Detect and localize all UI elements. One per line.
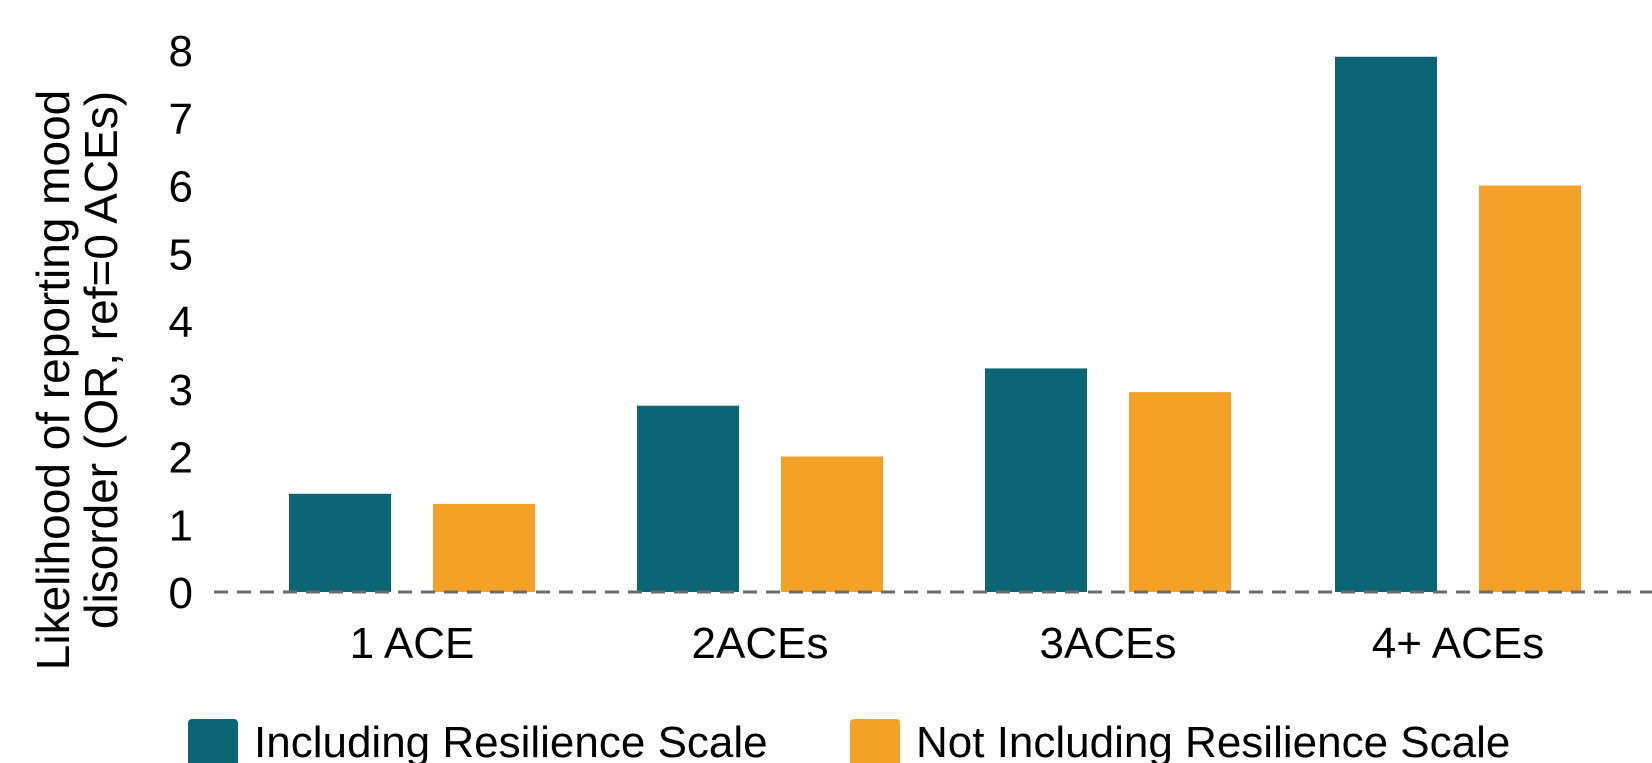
x-tick-label: 2ACEs xyxy=(692,619,829,668)
bar xyxy=(1479,185,1581,592)
y-tick-label: 4 xyxy=(169,298,193,347)
x-tick-label: 3ACEs xyxy=(1040,619,1177,668)
legend: Including Resilience Scale Not Including … xyxy=(188,718,1510,763)
y-tick-label: 2 xyxy=(169,434,193,483)
y-tick-label: 3 xyxy=(169,366,193,415)
y-tick-label: 5 xyxy=(169,230,193,279)
legend-label: Not Including Resilience Scale xyxy=(916,718,1510,763)
y-axis-title-line1: Likelihood of reporting mood xyxy=(27,90,79,670)
x-axis-ticks: 1 ACE 2ACEs 3ACEs 4+ ACEs xyxy=(350,619,1545,668)
bars-group xyxy=(289,56,1581,592)
legend-swatch xyxy=(850,719,900,763)
y-tick-label: 7 xyxy=(169,95,193,144)
y-tick-label: 1 xyxy=(169,501,193,550)
legend-swatch xyxy=(188,719,238,763)
legend-label: Including Resilience Scale xyxy=(254,718,768,763)
bar xyxy=(1335,56,1437,592)
bar xyxy=(985,368,1087,592)
bar xyxy=(433,503,535,592)
y-axis-title: Likelihood of reporting mood disorder (O… xyxy=(27,90,127,670)
y-tick-label: 0 xyxy=(169,569,193,618)
y-axis-ticks: 0 1 2 3 4 5 6 7 8 xyxy=(169,27,193,618)
y-tick-label: 8 xyxy=(169,27,193,76)
x-tick-label: 4+ ACEs xyxy=(1372,619,1544,668)
bar xyxy=(781,456,883,592)
y-axis-title-line2: disorder (OR, ref=0 ACEs) xyxy=(75,91,127,629)
x-tick-label: 1 ACE xyxy=(350,619,475,668)
y-tick-label: 6 xyxy=(169,163,193,212)
bar xyxy=(1129,392,1231,592)
bar xyxy=(289,493,391,592)
bar xyxy=(637,405,739,592)
